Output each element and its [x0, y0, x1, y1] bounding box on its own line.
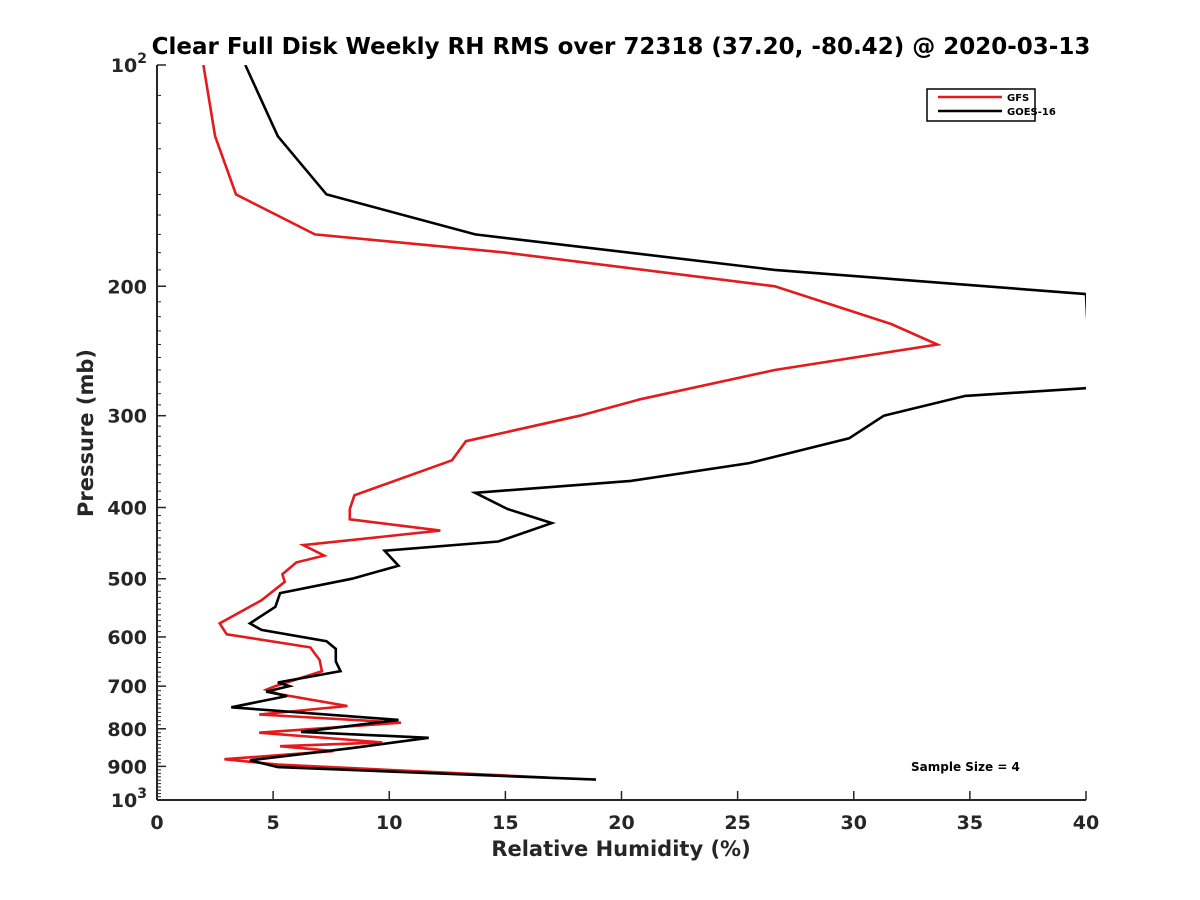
- x-tick-label: 30: [841, 812, 867, 834]
- sample-size-annotation: Sample Size = 4: [911, 760, 1020, 774]
- series-line-gfs: [202, 65, 942, 779]
- x-tick-label: 10: [376, 812, 402, 834]
- x-tick-label: 5: [267, 812, 280, 834]
- x-tick-label: 25: [724, 812, 750, 834]
- y-tick-label: 900: [107, 756, 147, 778]
- legend: GFS GOES-16: [926, 88, 1056, 122]
- x-tick-label: 40: [1073, 812, 1099, 834]
- legend-label-gfs: GFS: [1007, 93, 1029, 104]
- y-tick-label: 200: [107, 276, 147, 298]
- y-tick-label: 700: [107, 676, 147, 698]
- x-tick-label: 20: [608, 812, 634, 834]
- chart-title: Clear Full Disk Weekly RH RMS over 72318…: [152, 34, 1091, 60]
- y-tick-label: 500: [107, 569, 147, 591]
- y-tick-label: 103: [111, 786, 147, 812]
- y-tick-label: 800: [107, 719, 147, 741]
- y-tick-label: 400: [107, 498, 147, 520]
- legend-box: [926, 88, 1036, 122]
- axes: 0 5 10 15 20 25 30 35 40 102 200 300 400 500 600 700 800…: [107, 51, 1099, 834]
- x-tick-label: 15: [492, 812, 518, 834]
- x-tick-label: 35: [957, 812, 983, 834]
- y-axis-title: Pressure (mb): [74, 349, 98, 517]
- x-axis-title: Relative Humidity (%): [491, 837, 750, 861]
- series-layer: [202, 65, 1086, 781]
- x-tick-label: 0: [150, 812, 163, 834]
- y-tick-label: 102: [111, 51, 147, 77]
- y-tick-label: 600: [107, 627, 147, 649]
- y-tick-label: 300: [107, 406, 147, 428]
- legend-label-goes-16: GOES-16: [1007, 107, 1056, 118]
- series-line-goes-16: [231, 65, 1086, 781]
